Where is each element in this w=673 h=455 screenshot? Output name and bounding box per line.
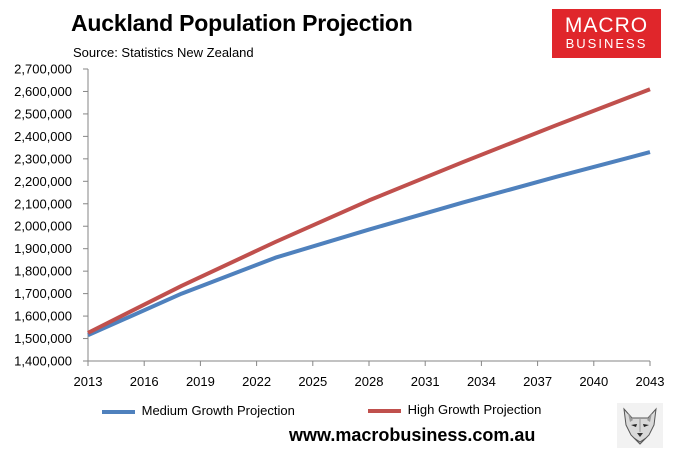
y-tick-label: 1,800,000: [14, 264, 72, 279]
y-tick-label: 1,400,000: [14, 354, 72, 369]
chart-title: Auckland Population Projection: [71, 10, 413, 36]
series-line-medium-growth: [87, 150, 651, 338]
legend-swatch-high: [368, 408, 401, 413]
series-line-high-growth: [87, 87, 651, 335]
x-tick-label: 2016: [130, 374, 159, 389]
y-tick-label: 2,000,000: [14, 219, 72, 234]
logo-line-1: MACRO: [564, 14, 649, 37]
y-tick-label: 1,500,000: [14, 331, 72, 346]
chart-legend: Medium Growth Projection High Growth Pro…: [102, 402, 541, 418]
wolf-icon: [617, 403, 663, 448]
chart-source: Source: Statistics New Zealand: [73, 45, 254, 60]
x-tick-label: 2028: [355, 374, 384, 389]
macrobusiness-logo[interactable]: MACRO BUSINESS: [552, 9, 661, 58]
y-tick-label: 1,700,000: [14, 286, 72, 301]
y-tick-label: 2,300,000: [14, 151, 72, 166]
legend-label-medium: Medium Growth Projection: [141, 403, 295, 419]
y-tick-label: 2,200,000: [14, 174, 72, 189]
logo-line-2: BUSINESS: [565, 36, 648, 51]
legend-swatch-medium: [102, 409, 135, 414]
y-tick-label: 2,100,000: [14, 196, 72, 211]
legend-item-high: High Growth Projection: [368, 402, 541, 417]
y-tick-label: 2,400,000: [14, 129, 72, 144]
y-tick-label: 1,600,000: [14, 309, 72, 324]
y-tick-label: 2,700,000: [14, 62, 72, 77]
legend-label-high: High Growth Projection: [407, 402, 542, 417]
legend-item-medium: Medium Growth Projection: [102, 403, 295, 418]
x-tick-label: 2040: [579, 374, 608, 389]
website-url[interactable]: www.macrobusiness.com.au: [289, 425, 536, 445]
y-tick-label: 2,500,000: [14, 106, 72, 121]
x-tick-label: 2031: [411, 374, 440, 389]
x-tick-label: 2022: [242, 374, 271, 389]
x-tick-label: 2043: [636, 374, 665, 389]
y-tick-label: 2,600,000: [14, 84, 72, 99]
x-tick-label: 2013: [74, 374, 103, 389]
y-tick-label: 1,900,000: [14, 241, 72, 256]
line-chart: 1,400,000 1,500,000 1,600,000 1,700,000 1,80…: [14, 62, 665, 390]
x-tick-label: 2034: [467, 374, 496, 389]
x-tick-label: 2025: [298, 374, 327, 389]
x-tick-label: 2037: [523, 374, 552, 389]
x-tick-label: 2019: [186, 374, 215, 389]
